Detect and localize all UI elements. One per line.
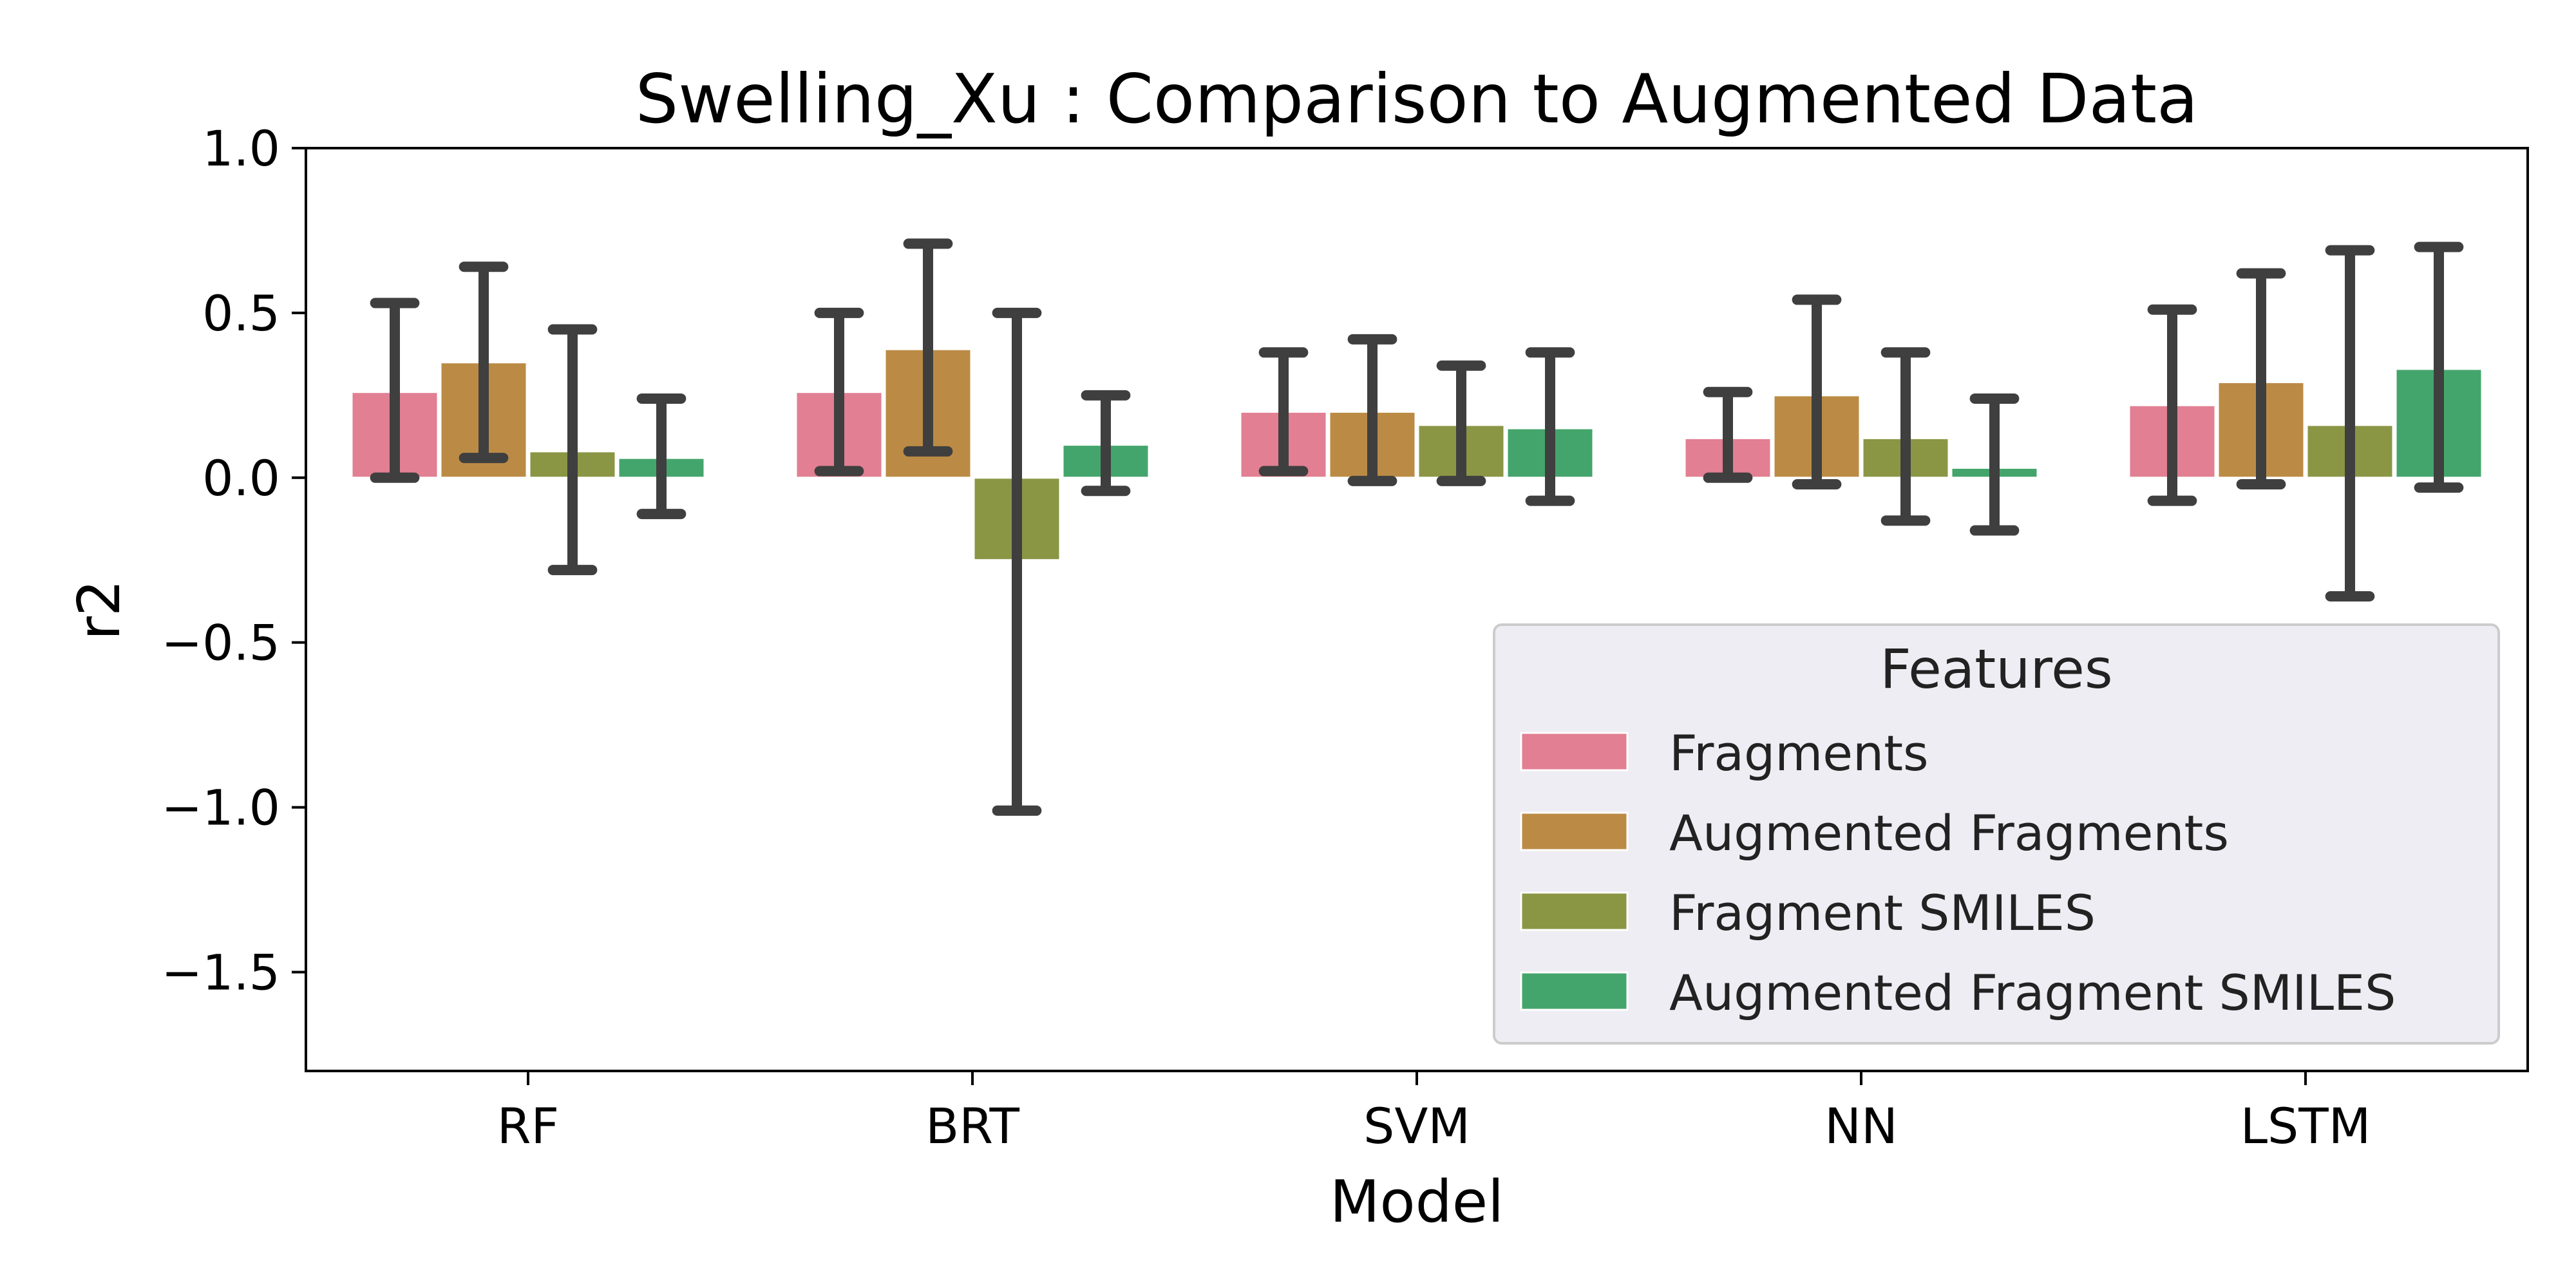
legend-title: Features bbox=[1880, 638, 2112, 701]
legend-swatch bbox=[1520, 971, 1629, 1011]
legend-items: Fragments Augmented Fragments Fragment SMI… bbox=[1520, 724, 2396, 1021]
x-tick-label: BRT bbox=[925, 1097, 1019, 1155]
y-tick-label: 0.0 bbox=[202, 450, 280, 507]
x-tick-label: RF bbox=[497, 1097, 560, 1155]
x-tick-label: LSTM bbox=[2240, 1097, 2371, 1155]
legend-label: Fragments bbox=[1669, 724, 1929, 782]
error-bars-layer bbox=[370, 238, 2464, 816]
legend-label: Augmented Fragment SMILES bbox=[1669, 964, 2396, 1021]
y-tick-label: 1.0 bbox=[202, 120, 280, 177]
y-tick-label: −1.5 bbox=[161, 943, 280, 1001]
plot-area bbox=[305, 147, 2529, 1072]
chart-title: Swelling_Xu : Comparison to Augmented Da… bbox=[636, 60, 2199, 138]
legend-label: Augmented Fragments bbox=[1669, 804, 2229, 862]
legend-swatch bbox=[1520, 891, 1629, 931]
legend-box bbox=[1493, 623, 2500, 1045]
y-tick-label: −1.0 bbox=[161, 779, 280, 837]
y-tick-label: −0.5 bbox=[161, 614, 280, 672]
legend-label: Fragment SMILES bbox=[1669, 884, 2096, 942]
y-axis-label: r2 bbox=[66, 580, 133, 640]
legend-swatch bbox=[1520, 732, 1629, 772]
y-tick-label: 0.5 bbox=[202, 285, 280, 342]
x-axis: RF BRT SVM NN LSTM bbox=[497, 1071, 2371, 1155]
y-axis: 1.0 0.5 0.0 −0.5 −1.0 −1.5 bbox=[161, 120, 306, 1001]
legend-swatch bbox=[1520, 811, 1629, 851]
x-tick-label: SVM bbox=[1363, 1097, 1470, 1155]
x-tick-label: NN bbox=[1824, 1097, 1898, 1155]
x-axis-label: Model bbox=[1330, 1168, 1504, 1236]
